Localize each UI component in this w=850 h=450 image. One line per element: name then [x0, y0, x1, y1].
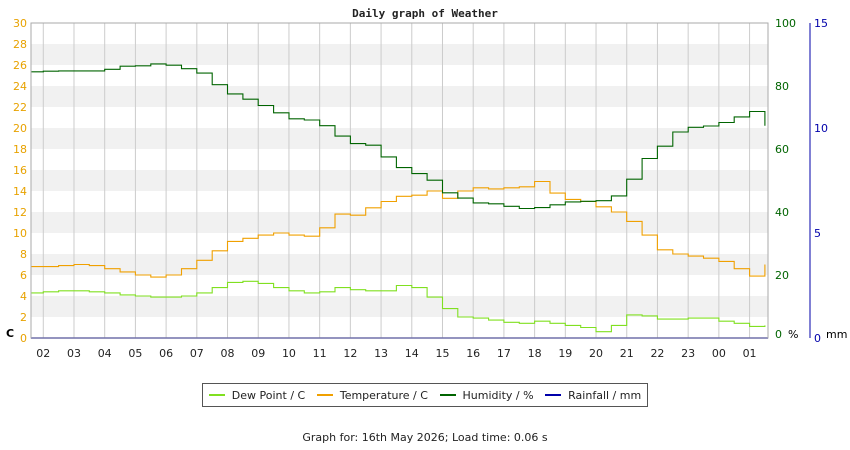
x-axis-tick: 10 — [282, 347, 296, 360]
left-axis-tick: 24 — [13, 80, 27, 93]
legend-swatch-dew-point — [208, 394, 225, 396]
humidity-axis-tick: 40 — [775, 206, 789, 219]
left-axis-tick: 20 — [13, 122, 27, 135]
left-axis-tick: 14 — [13, 185, 27, 198]
x-axis-tick: 20 — [589, 347, 603, 360]
legend: Dew Point / C Temperature / C Humidity /… — [202, 383, 648, 407]
left-axis-tick: 22 — [13, 101, 27, 114]
chart-title: Daily graph of Weather — [352, 7, 498, 20]
plot-band — [31, 107, 768, 128]
rain-axis-tick: 15 — [814, 17, 828, 30]
vertical-gridlines — [42, 23, 751, 338]
humidity-axis-tick: 60 — [775, 143, 789, 156]
x-axis-tick: 23 — [681, 347, 695, 360]
x-axis-tick: 12 — [343, 347, 357, 360]
left-axis-tick: 28 — [13, 38, 27, 51]
x-axis-tick: 13 — [374, 347, 388, 360]
series-line-dew-point — [31, 280, 766, 333]
left-axis-tick: 6 — [20, 269, 27, 282]
series-line-temperature — [31, 180, 766, 278]
legend-swatch-rainfall — [545, 394, 562, 396]
x-axis-tick: 06 — [159, 347, 173, 360]
plot-band — [31, 170, 768, 191]
x-axis-tick: 08 — [221, 347, 235, 360]
legend-swatch-temperature — [316, 394, 333, 396]
plot-band — [31, 233, 768, 254]
legend-label-rainfall: Rainfall / mm — [568, 388, 642, 402]
plot-band — [31, 296, 768, 317]
left-axis-tick: 0 — [20, 332, 27, 345]
plot-frame — [30, 22, 769, 339]
x-axis-tick: 11 — [313, 347, 327, 360]
x-axis-tick: 21 — [620, 347, 634, 360]
rain-axis-tick: 0 — [814, 332, 821, 345]
left-axis-tick: 18 — [13, 143, 27, 156]
plot-band — [31, 23, 768, 44]
plot-band — [31, 317, 768, 338]
plot-band — [31, 212, 768, 233]
x-axis-tick: 09 — [251, 347, 265, 360]
x-axis-tick: 03 — [67, 347, 81, 360]
x-axis-tick: 00 — [712, 347, 726, 360]
plot-band — [31, 65, 768, 86]
x-axis-tick: 17 — [497, 347, 511, 360]
x-axis-tick: 14 — [405, 347, 419, 360]
left-axis-unit: C — [6, 327, 14, 340]
x-axis-tick: 19 — [558, 347, 572, 360]
x-axis-tick: 15 — [435, 347, 449, 360]
left-axis-tick: 4 — [20, 290, 27, 303]
humidity-axis-tick: 80 — [775, 80, 789, 93]
left-axis-tick: 30 — [13, 17, 27, 30]
legend-label-temperature: Temperature / C — [339, 388, 428, 402]
x-axis-tick: 02 — [36, 347, 50, 360]
plot-band — [31, 191, 768, 212]
left-axis-tick: 8 — [20, 248, 27, 261]
legend-item-rainfall: Rainfall / mm — [545, 389, 641, 402]
left-axis-tick: 26 — [13, 59, 27, 72]
left-axis-tick: 10 — [13, 227, 27, 240]
legend-item-temperature: Temperature / C — [316, 388, 428, 402]
legend-swatch-humidity — [439, 394, 456, 396]
graph-footer: Graph for: 16th May 2026; Load time: 0.0… — [302, 431, 548, 444]
rain-axis-tick: 5 — [814, 227, 821, 240]
legend-label-humidity: Humidity / % — [462, 388, 534, 402]
x-axis-tick: 16 — [466, 347, 480, 360]
left-axis-tick: 12 — [13, 206, 27, 219]
x-axis-tick: 18 — [528, 347, 542, 360]
humidity-axis-unit: % — [788, 328, 798, 341]
humidity-axis-tick: 0 — [775, 328, 782, 341]
rain-axis-unit: mm — [826, 328, 847, 341]
humidity-axis-tick: 100 — [775, 17, 796, 30]
plot-band — [31, 44, 768, 65]
axes — [30, 22, 811, 339]
left-axis-tick: 16 — [13, 164, 27, 177]
x-axis-tick: 22 — [650, 347, 664, 360]
x-axis-tick: 01 — [743, 347, 757, 360]
plot-band — [31, 128, 768, 149]
left-axis-tick: 2 — [20, 311, 27, 324]
x-axis-tick: 04 — [98, 347, 112, 360]
plot-band — [31, 86, 768, 107]
legend-item-humidity: Humidity / % — [439, 388, 534, 402]
humidity-axis-tick: 20 — [775, 269, 789, 282]
plot-band — [31, 149, 768, 170]
rain-axis-tick: 10 — [814, 122, 828, 135]
x-axis-tick: 07 — [190, 347, 204, 360]
plot-band — [31, 254, 768, 275]
x-axis-tick: 05 — [128, 347, 142, 360]
legend-item-dew-point: Dew Point / C — [208, 388, 306, 402]
legend-label-dew-point: Dew Point / C — [231, 388, 306, 402]
series-line-humidity — [31, 63, 766, 210]
